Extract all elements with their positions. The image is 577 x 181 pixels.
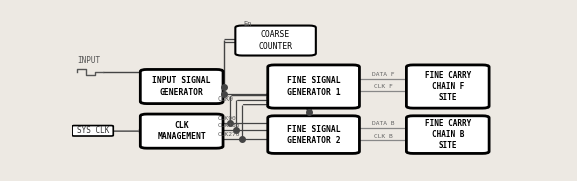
FancyBboxPatch shape: [140, 114, 223, 148]
Text: INPUT SIGNAL
GENERATOR: INPUT SIGNAL GENERATOR: [152, 77, 211, 97]
FancyBboxPatch shape: [268, 116, 359, 153]
Text: FINE SIGNAL
GENERATOR 2: FINE SIGNAL GENERATOR 2: [287, 125, 340, 145]
Text: CLK F: CLK F: [373, 85, 392, 89]
Text: FINE CARRY
CHAIN B
SITE: FINE CARRY CHAIN B SITE: [425, 119, 471, 150]
FancyBboxPatch shape: [140, 70, 223, 104]
FancyBboxPatch shape: [235, 26, 316, 56]
Text: COARSE
COUNTER: COARSE COUNTER: [258, 30, 293, 50]
Text: INPUT: INPUT: [77, 56, 100, 65]
Text: CLK0: CLK0: [218, 96, 234, 102]
Text: SYS CLK: SYS CLK: [77, 126, 109, 135]
FancyBboxPatch shape: [406, 65, 489, 108]
Text: DATA F: DATA F: [372, 72, 394, 77]
Text: En: En: [243, 21, 252, 27]
FancyBboxPatch shape: [268, 65, 359, 108]
FancyBboxPatch shape: [406, 116, 489, 153]
Text: FINE SIGNAL
GENERATOR 1: FINE SIGNAL GENERATOR 1: [287, 77, 340, 97]
Text: CLK B: CLK B: [373, 134, 392, 138]
Text: FINE CARRY
CHAIN F
SITE: FINE CARRY CHAIN F SITE: [425, 71, 471, 102]
Text: CLK
MANAGEMENT: CLK MANAGEMENT: [158, 121, 206, 141]
Text: DATA B: DATA B: [372, 121, 394, 126]
Text: CLK180: CLK180: [218, 123, 240, 128]
Text: CLK270: CLK270: [218, 132, 240, 137]
FancyBboxPatch shape: [72, 126, 113, 136]
Text: CLK90: CLK90: [218, 116, 237, 121]
